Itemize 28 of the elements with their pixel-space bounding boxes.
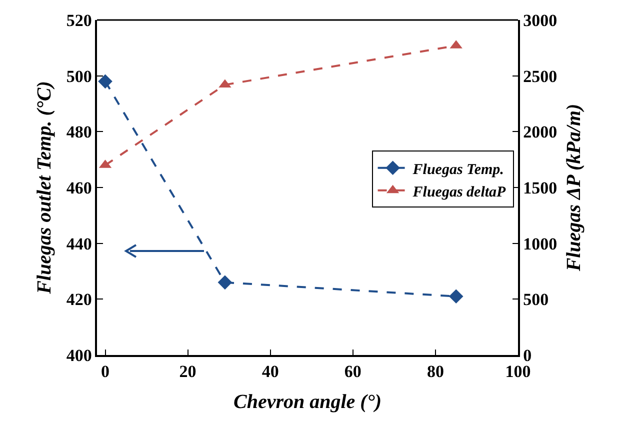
y2-tick-label: 0 — [523, 346, 532, 365]
y2-tick-label: 2500 — [523, 66, 558, 86]
x-tick-label: 40 — [262, 362, 279, 382]
point — [218, 275, 232, 290]
y-tick-label: 460 — [66, 178, 92, 198]
y-tick-label: 500 — [66, 66, 92, 86]
y-axis-title: Fluegas outlet Temp. (°C) — [33, 81, 56, 295]
point — [98, 74, 112, 89]
x-tick-label: 20 — [179, 362, 196, 382]
x-tick-label: 60 — [344, 362, 362, 382]
y-tick-label: 420 — [66, 290, 92, 310]
x-axis-title: Chevron angle (°) — [234, 391, 382, 414]
y2-tick-label: 1000 — [523, 234, 558, 254]
y2-tick-label: 500 — [523, 290, 549, 310]
x-tick-label: 100 — [505, 362, 531, 382]
y-tick-label: 440 — [66, 234, 92, 254]
legend-label: Fluegas Temp. — [412, 162, 504, 178]
x-tick-label: 0 — [101, 362, 110, 382]
y-tick-label: 400 — [66, 346, 92, 365]
legend-label: Fluegas deltaP — [412, 184, 507, 200]
x-tick-label: 80 — [426, 362, 444, 382]
y-tick-label: 520 — [66, 10, 92, 30]
y-tick-label: 480 — [66, 122, 92, 142]
y2-tick-label: 1500 — [523, 178, 558, 198]
y2-axis-title: Fluegas ΔP (kPa/m) — [563, 104, 586, 272]
y2-tick-label: 3000 — [523, 10, 558, 30]
point — [448, 289, 464, 304]
y2-tick-label: 2000 — [523, 122, 558, 142]
